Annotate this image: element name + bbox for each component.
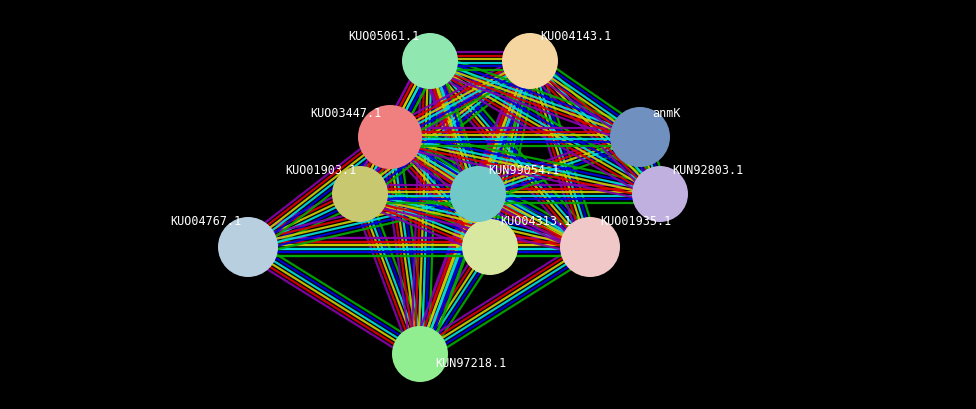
Text: KUO04143.1: KUO04143.1 bbox=[540, 30, 611, 43]
Circle shape bbox=[632, 166, 688, 222]
Circle shape bbox=[402, 34, 458, 90]
Circle shape bbox=[560, 218, 620, 277]
Circle shape bbox=[450, 166, 506, 222]
Text: KUO04767.1: KUO04767.1 bbox=[170, 214, 241, 227]
Circle shape bbox=[392, 326, 448, 382]
Text: KUN99054.1: KUN99054.1 bbox=[488, 164, 559, 177]
Text: KUO04313.1: KUO04313.1 bbox=[500, 214, 571, 227]
Text: anmK: anmK bbox=[652, 107, 680, 120]
Circle shape bbox=[502, 34, 558, 90]
Circle shape bbox=[462, 220, 518, 275]
Text: KUN97218.1: KUN97218.1 bbox=[435, 356, 507, 369]
Circle shape bbox=[358, 106, 422, 170]
Circle shape bbox=[218, 218, 278, 277]
Text: KUN92803.1: KUN92803.1 bbox=[672, 164, 744, 177]
Circle shape bbox=[332, 166, 388, 222]
Text: KUO03447.1: KUO03447.1 bbox=[310, 107, 382, 120]
Text: KUO01903.1: KUO01903.1 bbox=[285, 164, 356, 177]
Text: KUO01935.1: KUO01935.1 bbox=[600, 214, 671, 227]
Text: KUO05061.1: KUO05061.1 bbox=[348, 30, 420, 43]
Circle shape bbox=[610, 108, 670, 168]
